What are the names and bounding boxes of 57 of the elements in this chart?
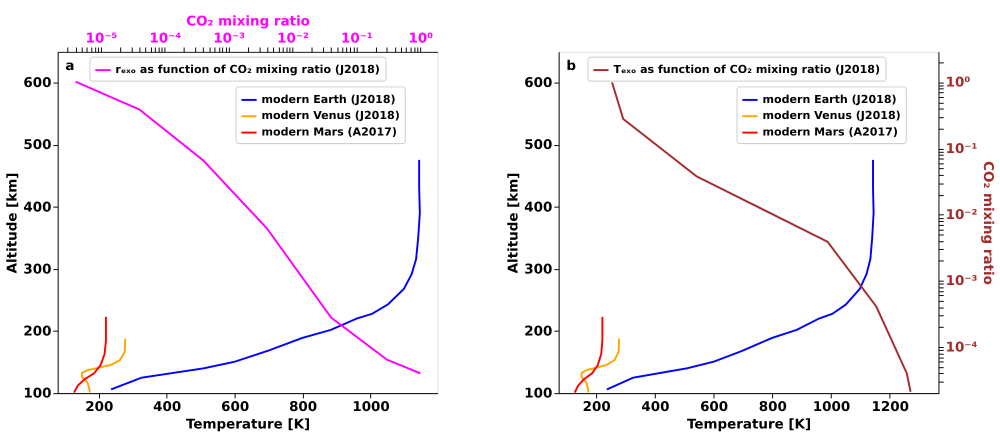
x-tick-label: 200 — [85, 400, 114, 415]
legend-label: modern Venus (J2018) — [262, 109, 400, 122]
y2-axis-title: CO₂ mixing ratio — [980, 161, 996, 285]
line-series — [110, 158, 421, 390]
y-tick-label: 400 — [23, 200, 52, 216]
y2-tick-label: 10⁻³ — [946, 274, 978, 290]
y-tick-label: 500 — [23, 138, 52, 154]
line-series — [574, 316, 604, 394]
x-axis-title: Temperature [K] — [186, 417, 310, 432]
x2-tick-label: 10⁻¹ — [341, 32, 373, 47]
y-tick-label: 100 — [23, 386, 52, 402]
legend-label: modern Mars (A2017) — [762, 125, 898, 138]
line-series — [611, 81, 912, 393]
x-tick-label: 200 — [582, 400, 611, 415]
x2-tick-label: 10⁻² — [277, 32, 310, 47]
y-tick-label: 300 — [23, 262, 52, 278]
y-axis-title: Altitude [km] — [506, 172, 522, 274]
x-tick-label: 400 — [153, 400, 182, 415]
line-series — [580, 338, 620, 394]
y-tick-label: 400 — [524, 200, 552, 216]
x-tick-label: 400 — [641, 400, 670, 415]
x2-axis-title: CO₂ mixing ratio — [186, 14, 310, 30]
legend-label: modern Earth (J2018) — [262, 92, 396, 106]
y-tick-label: 200 — [23, 324, 52, 340]
legend-label: rₑₓₒ as function of CO₂ mixing ratio (J2018) — [115, 62, 380, 76]
legend-label: Tₑₓₒ as function of CO₂ mixing ratio (J2018) — [613, 62, 880, 76]
y-tick-label: 200 — [524, 324, 552, 340]
line-series — [606, 158, 875, 390]
annotation: b — [566, 59, 576, 74]
y-tick-label: 100 — [524, 386, 552, 402]
line-series — [80, 338, 126, 394]
x-tick-label: 1200 — [871, 400, 909, 415]
x-tick-label: 800 — [758, 400, 787, 415]
line-series — [73, 316, 107, 394]
y2-tick-label: 10⁰ — [946, 76, 970, 91]
x-tick-label: 1000 — [812, 400, 850, 415]
legend-label: modern Earth (J2018) — [762, 92, 897, 106]
x-axis-title: Temperature [K] — [686, 417, 812, 432]
x-tick-label: 600 — [221, 400, 250, 415]
x-tick-label: 800 — [289, 400, 318, 415]
legend-label: modern Mars (A2017) — [262, 125, 397, 138]
x-tick-label: 600 — [700, 400, 728, 415]
y2-tick-label: 10⁻⁴ — [946, 340, 978, 356]
y2-tick-label: 10⁻¹ — [946, 142, 978, 157]
x2-tick-label: 10⁻⁵ — [86, 32, 118, 47]
y-tick-label: 300 — [524, 262, 552, 278]
annotation: a — [65, 59, 74, 74]
y-tick-label: 600 — [524, 76, 552, 92]
y-tick-label: 600 — [23, 76, 52, 92]
x2-tick-label: 10⁻⁴ — [149, 32, 182, 47]
x2-tick-label: 10⁻³ — [213, 32, 246, 47]
x2-tick-label: 10⁰ — [408, 32, 434, 47]
y-tick-label: 500 — [524, 138, 552, 154]
y-axis-title: Altitude [km] — [6, 172, 21, 274]
legend-label: modern Venus (J2018) — [762, 109, 901, 122]
y2-tick-label: 10⁻² — [946, 208, 978, 224]
x-tick-label: 1000 — [352, 400, 390, 415]
